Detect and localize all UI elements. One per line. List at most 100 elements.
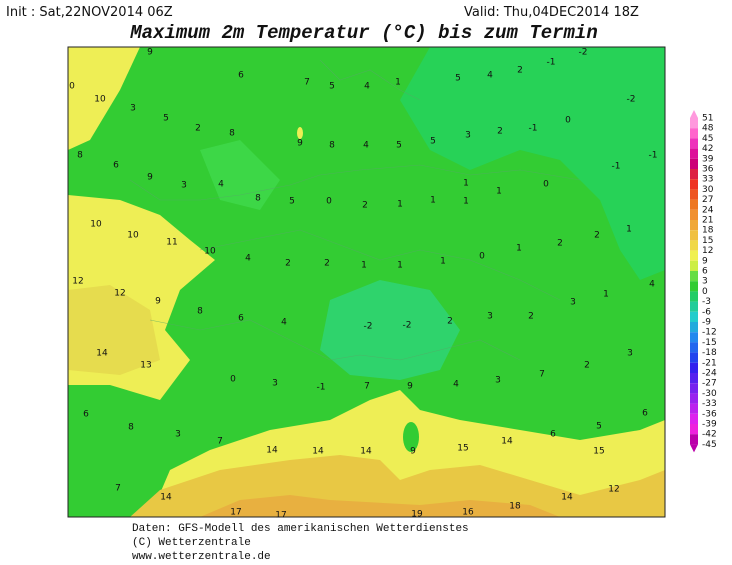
temperature-value: 1 [395, 78, 401, 88]
temperature-value: 3 [495, 376, 501, 386]
temperature-value: 6 [238, 71, 244, 81]
temperature-value: 3 [181, 181, 187, 191]
color-bar-label: -42 [702, 430, 717, 440]
color-bar-label: 39 [702, 154, 714, 164]
temperature-value: 11 [166, 238, 177, 248]
color-bar-segment [690, 118, 698, 129]
temperature-value: 9 [147, 173, 153, 183]
color-bar-segment [690, 322, 698, 333]
temperature-value: 9 [155, 297, 161, 307]
temperature-value: 4 [245, 254, 251, 264]
temperature-value: 3 [627, 349, 633, 359]
temperature-value: 6 [238, 314, 244, 324]
temperature-value: 6 [642, 409, 648, 419]
temperature-value: 7 [115, 484, 121, 494]
temperature-value: 14 [160, 493, 172, 503]
temperature-value: 7 [364, 382, 370, 392]
color-bar-label: -18 [702, 348, 717, 358]
color-bar-label: 42 [702, 144, 713, 154]
temperature-value: 5 [289, 197, 295, 207]
temperature-value: 3 [175, 430, 181, 440]
temperature-value: 18 [509, 502, 521, 512]
temperature-value: 2 [447, 317, 453, 327]
temperature-value: 6 [550, 430, 556, 440]
temperature-value: 4 [218, 180, 224, 190]
color-bar-segment [690, 271, 698, 282]
temperature-value: -1 [547, 58, 556, 68]
color-bar-segment [690, 403, 698, 414]
color-bar-segment [690, 311, 698, 322]
color-bar-label: -6 [702, 307, 711, 317]
temperature-value: 14 [360, 447, 372, 457]
temperature-value: 2 [362, 201, 368, 211]
color-bar-label: -45 [702, 440, 717, 450]
temperature-value: 4 [453, 380, 459, 390]
color-bar-segment [690, 260, 698, 271]
color-bar-segment [690, 179, 698, 190]
temperature-value: 9 [147, 48, 153, 58]
color-bar-label: 51 [702, 114, 713, 124]
temperature-value: 14 [561, 493, 573, 503]
temperature-value: 15 [457, 444, 468, 454]
temperature-value: 1 [397, 200, 403, 210]
temperature-value: 5 [596, 422, 602, 432]
temperature-value: 6 [113, 161, 119, 171]
temperature-value: -2 [403, 321, 412, 331]
color-bar-cap [690, 110, 698, 118]
temperature-value: 7 [217, 437, 223, 447]
temperature-value: 8 [77, 151, 83, 161]
temperature-value: 10 [204, 247, 216, 257]
temperature-value: 1 [626, 225, 632, 235]
temperature-value: 4 [649, 280, 655, 290]
color-bar-label: -21 [702, 358, 717, 368]
color-bar-segment [690, 424, 698, 435]
color-bar-label: 45 [702, 134, 713, 144]
color-bar-label: 0 [702, 287, 708, 297]
color-bar-label: 27 [702, 195, 713, 205]
color-bar-segment [690, 342, 698, 353]
temperature-value: 14 [266, 446, 278, 456]
color-bar-label: -12 [702, 328, 717, 338]
temperature-value: 4 [281, 318, 287, 328]
temperature-value: 1 [361, 261, 367, 271]
temperature-value: 9 [297, 139, 303, 149]
temperature-value: 0 [479, 252, 485, 262]
color-bar: 51484542393633302724211815129630-3-6-9-1… [690, 110, 717, 453]
temperature-value: 14 [96, 349, 108, 359]
temperature-value: -2 [364, 322, 373, 332]
color-bar-segment [690, 189, 698, 200]
temperature-value: 5 [396, 141, 402, 151]
temperature-value: 19 [411, 510, 423, 520]
color-bar-segment [690, 158, 698, 169]
temperature-value: 1 [463, 197, 469, 207]
temperature-value: 2 [584, 361, 590, 371]
temperature-value: -1 [529, 124, 538, 134]
temperature-value: 3 [465, 131, 471, 141]
color-bar-segment [690, 332, 698, 343]
temperature-value: 8 [329, 141, 335, 151]
temperature-value: 3 [130, 104, 136, 114]
color-bar-segment [690, 281, 698, 292]
color-bar-label: 6 [702, 267, 708, 277]
temperature-value: 8 [229, 129, 235, 139]
temperature-value: 5 [455, 74, 461, 84]
color-bar-segment [690, 291, 698, 302]
footer-line: www.wetterzentrale.de [132, 551, 271, 563]
color-bar-label: 33 [702, 175, 713, 185]
color-bar-segment [690, 434, 698, 445]
color-bar-label: -24 [702, 369, 717, 379]
color-bar-label: -3 [702, 297, 711, 307]
temperature-value: 0 [565, 116, 571, 126]
color-bar-segment [690, 138, 698, 149]
temperature-value: 2 [497, 127, 503, 137]
temperature-value: 5 [163, 114, 169, 124]
color-bar-label: -33 [702, 399, 717, 409]
color-bar-segment [690, 393, 698, 404]
temperature-value: 15 [593, 447, 604, 457]
temperature-value: 17 [275, 511, 286, 521]
valid-time: Valid: Thu,04DEC2014 18Z [464, 5, 639, 20]
color-bar-segment [690, 220, 698, 231]
temperature-value: 6 [83, 410, 89, 420]
